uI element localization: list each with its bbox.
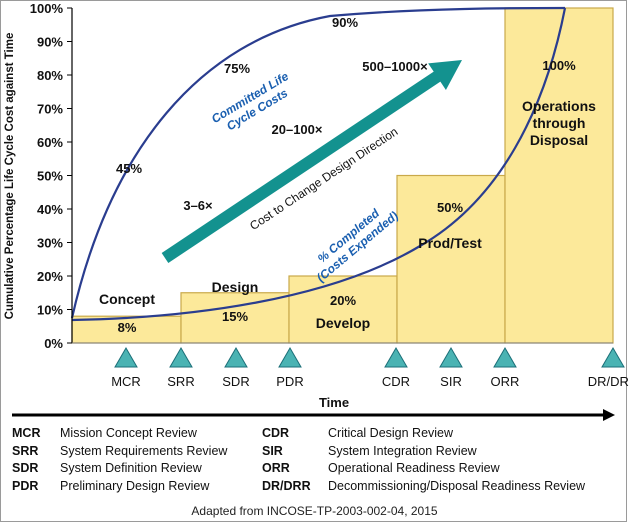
y-tick-label: 90% [37,35,63,50]
legend-text: System Definition Review [60,461,202,475]
milestone-triangle-icon [224,347,248,368]
phase-bar [288,275,398,344]
arrow-shape [161,59,463,263]
y-axis-title: Cumulative Percentage Life Cycle Cost ag… [4,33,16,320]
milestone-label: CDR [382,374,410,389]
y-tick-label: 70% [37,102,63,117]
legend-item: MCR Mission Concept Review [12,425,227,443]
legend-abbr: PDR [12,478,39,493]
legend-item: SIR System Integration Review [262,443,585,461]
milestone-label: DR/DRR [588,374,629,389]
legend-text: Critical Design Review [328,426,454,440]
milestone-label: ORR [491,374,520,389]
milestone-triangle-icon [493,347,517,368]
legend-item: SRR System Requirements Review [12,443,227,461]
milestone-triangle-icon [601,347,625,368]
phase-bar [180,292,290,344]
milestone-label: SRR [167,374,194,389]
completed-curve-label: % Completed(Costs Expended) [305,198,401,285]
phase-value-label: 50% [437,200,463,215]
phase-value-label: 15% [222,309,248,324]
y-tick-label: 60% [37,135,63,150]
legend-text: Operational Readiness Review [328,461,500,475]
legend-text: Decommissioning/Disposal Readiness Revie… [328,478,586,493]
committed-point-label: 75% [224,61,250,76]
phase-value-label: 20% [330,293,356,308]
time-arrow-head-icon [603,409,615,421]
legend-abbr: SRR [12,443,39,458]
cost-factor-label: 500–1000× [362,59,428,74]
cost-factor-label: 20–100× [272,122,323,137]
y-tick-label: 50% [37,169,63,184]
y-tick-label: 40% [37,202,63,217]
legend-text: System Requirements Review [60,443,228,458]
milestone-label: PDR [276,374,303,389]
legend-abbr: SDR [12,461,39,475]
milestone-triangle-icon [384,347,408,368]
y-tick-label: 0% [44,336,63,351]
phase-name-label: Design [212,279,259,295]
phase-name-label: Concept [99,291,155,307]
phase-value-label: 100% [542,58,576,73]
legend-text: Mission Concept Review [60,426,197,440]
legend-left: MCR Mission Concept Review SRR System Requ… [12,425,227,495]
y-tick-label: 100% [30,1,64,16]
legend-abbr: CDR [262,426,290,440]
legend-abbr: SIR [262,443,283,458]
legend-abbr: ORR [262,461,290,475]
legend-right: CDR Critical Design Review SIR System Inte… [262,425,585,495]
legend-abbr: DR/DRR [262,478,311,493]
legend-text: System Integration Review [328,443,477,458]
milestone-triangle-icon [439,347,463,368]
cost-factor-label: 3–6× [183,198,213,213]
y-tick-label: 20% [37,269,63,284]
cost-to-change-arrow [161,59,463,263]
y-tick-label: 30% [37,236,63,251]
legend-item: ORR Operational Readiness Review [262,460,585,478]
milestone-triangle-icon [169,347,193,368]
phase-name-label: Prod/Test [418,235,482,251]
phase-name-label: Operations [522,98,596,114]
milestone-label: SIR [440,374,462,389]
legend-item: DR/DRR Decommissioning/Disposal Readiness… [262,478,585,496]
source-caption: Adapted from INCOSE-TP-2003-002-04, 2015 [191,504,438,518]
phase-name-label: Disposal [530,132,588,148]
phase-name-label: Develop [316,315,370,331]
y-tick-label: 10% [37,303,63,318]
legend-item: PDR Preliminary Design Review [12,478,227,496]
legend-abbr: MCR [12,426,41,440]
milestone-label: MCR [111,374,141,389]
completed-cost-curve [71,7,567,322]
committed-cost-curve [70,6,566,319]
phase-name-label: through [533,115,586,131]
y-tick-label: 80% [37,68,63,83]
milestone-triangle-icon [278,347,302,368]
legend-text: Preliminary Design Review [60,478,210,493]
committed-point-label: 90% [332,15,358,30]
committed-point-label: 45% [116,161,142,176]
milestone-label: SDR [222,374,249,389]
phase-value-label: 8% [118,320,137,335]
x-axis-title: Time [319,395,349,410]
legend-item: CDR Critical Design Review [262,425,585,443]
milestone-triangle-icon [114,347,138,368]
legend-item: SDR System Definition Review [12,460,227,478]
